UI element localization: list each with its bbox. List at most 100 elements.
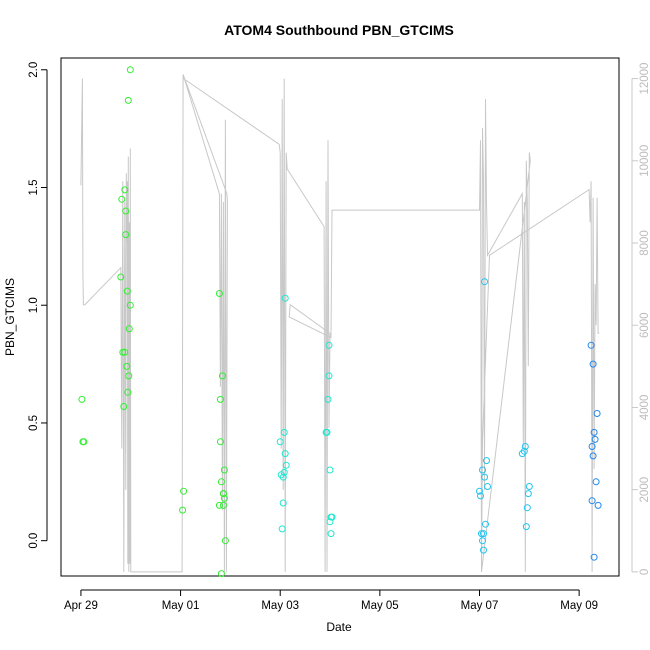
data-point (118, 195, 126, 203)
data-point (326, 466, 334, 474)
data-point (326, 518, 334, 526)
y2-tick-label: 4000 (639, 395, 650, 421)
data-point (216, 438, 224, 446)
x-tick-label: Apr 29 (64, 600, 98, 612)
data-point (478, 530, 485, 538)
data-point (484, 483, 491, 490)
secondary-line-layer (80, 74, 600, 573)
data-point (480, 530, 487, 538)
x-tick-label: May 03 (261, 600, 299, 612)
data-point (281, 450, 289, 458)
data-point (521, 443, 529, 450)
data-point (215, 501, 223, 509)
data-point (282, 461, 290, 469)
data-point (482, 520, 489, 528)
data-point (220, 466, 228, 474)
data-point (121, 348, 129, 356)
data-point (589, 360, 597, 368)
data-point (278, 525, 286, 533)
y2-tick-label: 12000 (639, 63, 650, 95)
data-point (325, 341, 333, 349)
data-point (221, 537, 229, 545)
data-point (215, 290, 223, 297)
y-tick-label: 1.0 (28, 297, 40, 313)
y2-tick-label: 6000 (639, 312, 650, 338)
data-point (220, 494, 228, 502)
x-tick-label: May 09 (560, 600, 598, 612)
data-point (327, 530, 335, 538)
y-tick-label: 2.0 (28, 62, 40, 78)
data-point (122, 207, 130, 215)
data-point (481, 473, 488, 481)
data-point (590, 428, 598, 436)
data-point (591, 435, 599, 443)
data-point (218, 372, 226, 380)
secondary-series-line (80, 74, 600, 573)
x-tick-label: May 05 (361, 600, 399, 612)
data-point (219, 501, 227, 509)
data-point (124, 96, 132, 104)
data-point (279, 499, 287, 507)
data-point (217, 570, 225, 578)
y-axis-left: 0.0 0.5 1.0 1.5 2.0 (28, 62, 48, 549)
data-point (325, 372, 333, 380)
data-point (80, 438, 88, 446)
data-point (216, 395, 224, 403)
data-point (479, 537, 486, 545)
data-point (125, 372, 133, 380)
data-point (279, 473, 287, 481)
data-point (524, 490, 532, 498)
data-point (126, 66, 134, 74)
y2-tick-label: 8000 (639, 230, 650, 256)
y-tick-label: 0.0 (28, 533, 40, 549)
data-point (117, 273, 125, 281)
data-point (476, 487, 483, 495)
data-point (522, 523, 530, 531)
y-tick-label: 1.5 (28, 180, 40, 196)
x-tick-label: May 07 (461, 600, 499, 612)
data-point (481, 278, 488, 286)
y-tick-label: 0.5 (28, 415, 40, 431)
data-point (126, 301, 134, 309)
chart-title: ATOM4 Southbound PBN_GTCIMS (224, 22, 454, 38)
data-point (588, 497, 596, 505)
x-tick-label: May 01 (162, 600, 200, 612)
data-point (483, 457, 490, 465)
data-point (328, 513, 336, 521)
data-point (180, 487, 188, 495)
data-point (323, 428, 331, 436)
data-point (120, 403, 128, 410)
data-point (121, 186, 129, 194)
data-point (125, 325, 133, 333)
x-axis: Apr 29 May 01 May 03 May 05 May 07 May 09 (64, 589, 598, 612)
y2-tick-label: 10000 (639, 145, 650, 177)
data-point (123, 362, 131, 370)
y2-tick-label: 2000 (639, 477, 650, 503)
data-point (123, 287, 131, 295)
plot-frame (60, 57, 620, 577)
data-point (281, 294, 289, 302)
data-point (480, 546, 487, 554)
data-point (588, 443, 596, 450)
data-point (520, 447, 528, 455)
data-point (280, 468, 288, 476)
data-point (587, 341, 595, 349)
data-point (523, 504, 531, 512)
data-point (590, 553, 598, 561)
data-point (219, 490, 227, 498)
data-point (594, 501, 602, 509)
data-point (324, 395, 332, 403)
data-point (122, 231, 130, 239)
data-point (280, 428, 288, 436)
data-point (592, 478, 600, 486)
data-point (589, 452, 597, 460)
data-point (525, 483, 533, 490)
data-point (179, 506, 187, 514)
y-axis-right: 0 2000 4000 6000 8000 10000 12000 (631, 63, 650, 575)
y-axis-label: PBN_GTCIMS (3, 278, 17, 356)
data-point (593, 410, 601, 417)
data-point (78, 395, 86, 403)
points-layer (78, 66, 602, 578)
data-point (124, 388, 132, 396)
